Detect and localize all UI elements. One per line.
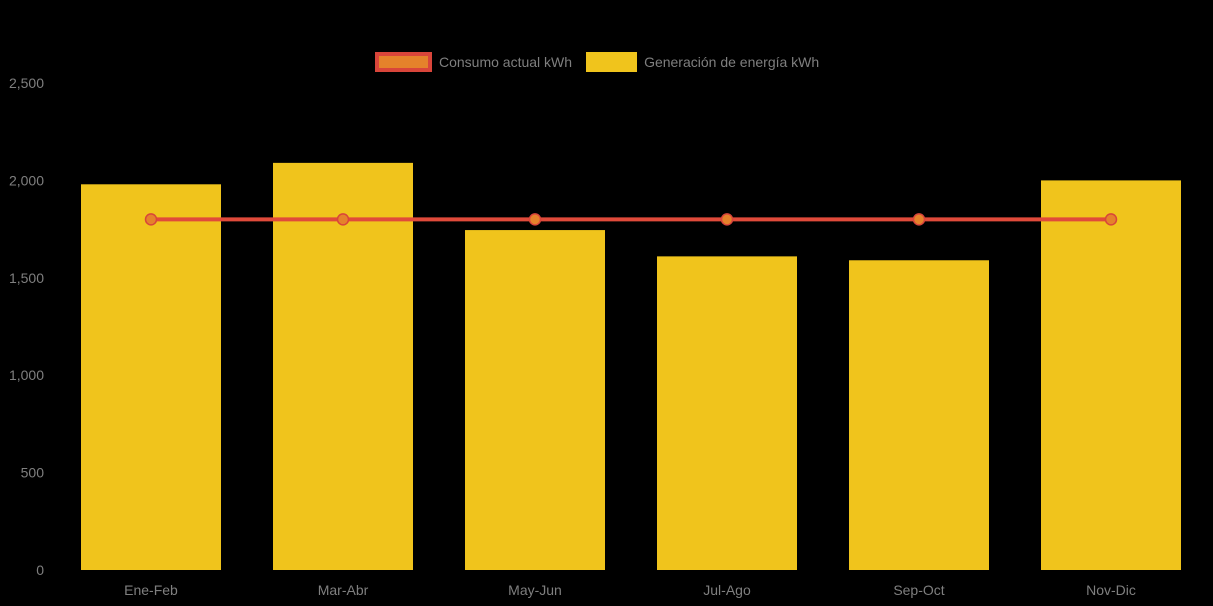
legend-label-consumo-actual: Consumo actual kWh	[439, 54, 573, 70]
bar-Sep-Oct[interactable]	[849, 260, 989, 570]
x-axis-label-Nov-Dic: Nov-Dic	[1086, 582, 1136, 598]
bar-Jul-Ago[interactable]	[657, 256, 797, 570]
chart-legend: Consumo actual kWh Generación de energía…	[375, 52, 819, 72]
line-point-Nov-Dic[interactable]	[1104, 213, 1118, 226]
x-axis-label-Jul-Ago: Jul-Ago	[703, 582, 751, 598]
legend-item-generacion-energia[interactable]: Generación de energía kWh	[586, 52, 819, 72]
legend-label-generacion-energia: Generación de energía kWh	[644, 54, 820, 70]
line-point-Sep-Oct[interactable]	[912, 213, 926, 226]
legend-swatch-generacion-energia	[586, 52, 638, 72]
y-axis-tick-label: 0	[36, 562, 44, 578]
x-axis-label-Sep-Oct: Sep-Oct	[893, 582, 944, 598]
legend-swatch-consumo-actual	[375, 52, 432, 72]
line-point-Ene-Feb[interactable]	[144, 213, 158, 226]
x-axis-label-Ene-Feb: Ene-Feb	[124, 582, 178, 598]
bar-Nov-Dic[interactable]	[1041, 180, 1181, 570]
x-axis-label-May-Jun: May-Jun	[508, 582, 562, 598]
legend-item-consumo-actual[interactable]: Consumo actual kWh	[375, 52, 572, 72]
x-axis-label-Mar-Abr: Mar-Abr	[318, 582, 369, 598]
y-axis-tick-label: 1,500	[9, 270, 44, 286]
y-axis-tick-label: 500	[21, 465, 45, 481]
y-axis-tick-label: 1,000	[9, 367, 44, 383]
y-axis-tick-label: 2,500	[9, 75, 44, 91]
bar-Ene-Feb[interactable]	[81, 184, 221, 570]
line-point-Jul-Ago[interactable]	[720, 213, 734, 226]
y-axis-tick-label: 2,000	[9, 172, 44, 188]
bar-May-Jun[interactable]	[465, 230, 605, 570]
line-point-May-Jun[interactable]	[528, 213, 542, 226]
line-point-Mar-Abr[interactable]	[336, 213, 350, 226]
bar-Mar-Abr[interactable]	[273, 162, 413, 571]
